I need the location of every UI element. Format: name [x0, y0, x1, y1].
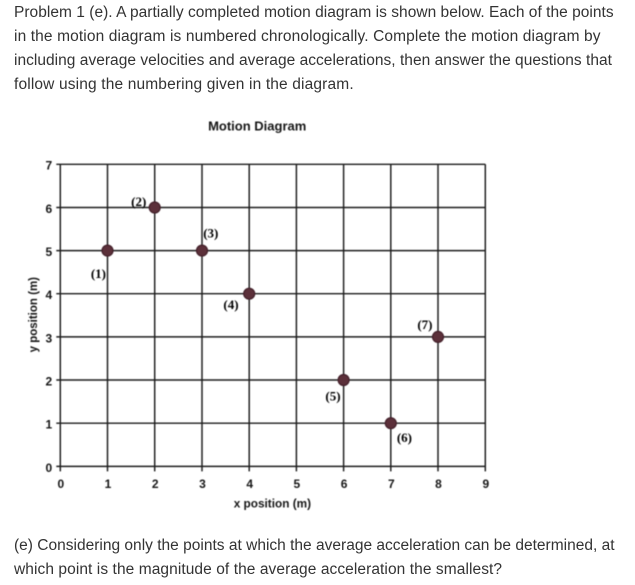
svg-text:9: 9 [482, 477, 489, 491]
svg-text:0: 0 [57, 477, 64, 491]
svg-text:(6): (6) [397, 430, 412, 445]
svg-text:Motion Diagram: Motion Diagram [208, 118, 306, 133]
svg-text:(3): (3) [203, 226, 218, 241]
svg-text:3: 3 [199, 477, 206, 491]
svg-text:6: 6 [46, 202, 53, 216]
svg-text:(7): (7) [417, 317, 432, 332]
svg-text:1: 1 [105, 477, 112, 491]
svg-text:x position (m): x position (m) [234, 497, 311, 511]
svg-text:(2): (2) [131, 194, 146, 209]
svg-text:0: 0 [46, 461, 53, 475]
svg-text:7: 7 [46, 159, 53, 173]
svg-text:(5): (5) [325, 389, 340, 404]
svg-text:8: 8 [435, 477, 442, 491]
svg-text:3: 3 [46, 331, 53, 345]
svg-text:2: 2 [152, 477, 159, 491]
svg-text:5: 5 [294, 477, 301, 491]
svg-text:y position (m): y position (m) [28, 277, 40, 353]
svg-text:5: 5 [46, 245, 53, 259]
svg-text:2: 2 [46, 374, 53, 388]
svg-text:4: 4 [246, 477, 253, 491]
svg-text:(4): (4) [223, 297, 238, 312]
svg-text:7: 7 [388, 477, 395, 491]
svg-text:6: 6 [341, 477, 348, 491]
svg-text:1: 1 [46, 418, 53, 432]
svg-text:4: 4 [46, 288, 53, 302]
svg-text:(1): (1) [91, 266, 106, 281]
